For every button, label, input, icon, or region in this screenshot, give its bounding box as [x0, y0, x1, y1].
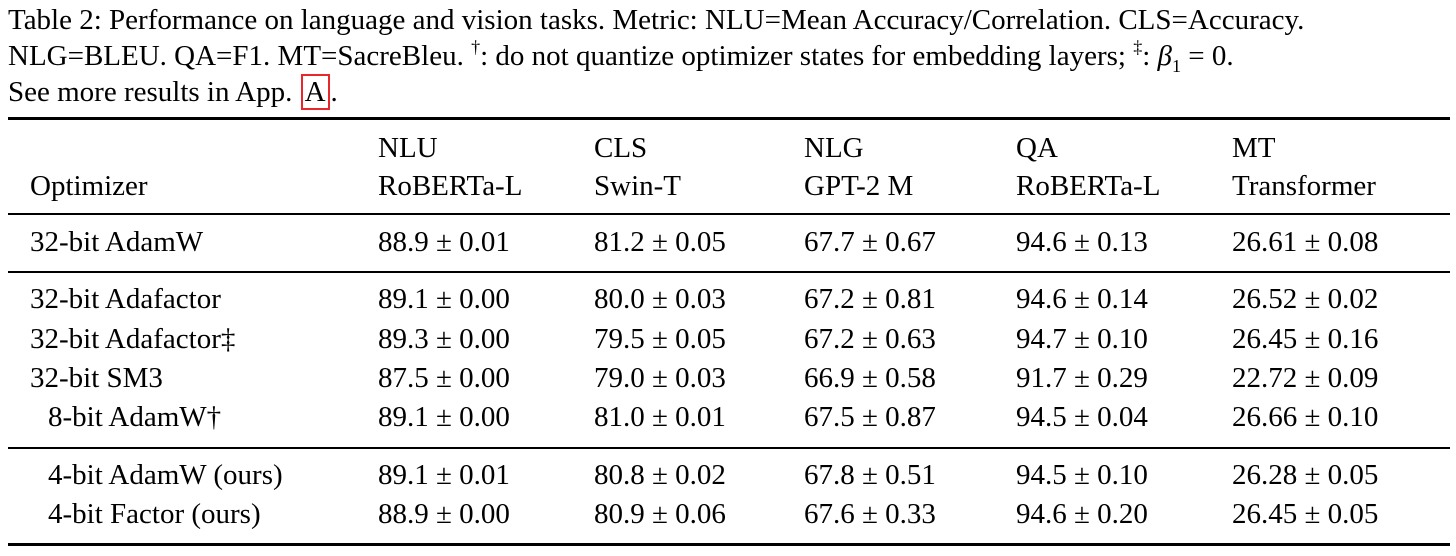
header-task-qa: QA — [1016, 132, 1058, 164]
cell-nlu: 89.1 ± 0.01 — [378, 459, 510, 491]
cell-cls: 81.2 ± 0.05 — [594, 226, 726, 258]
header-task-cls: CLS — [594, 132, 648, 164]
cell-nlu: 87.5 ± 0.00 — [378, 362, 510, 394]
cell-cls: 79.0 ± 0.03 — [594, 362, 726, 394]
table-label: Table 2: — [8, 4, 102, 36]
cell-qa: 91.7 ± 0.29 — [1016, 362, 1148, 394]
header-task-mt: MT — [1232, 132, 1276, 164]
caption-text-2b: : do not quantize optimizer states for e… — [480, 40, 1134, 72]
cell-cls: 80.8 ± 0.02 — [594, 459, 726, 491]
dagger-mark: † — [471, 37, 481, 57]
caption-text-3a: See more results in App. — [8, 76, 300, 108]
cell-mt: 26.52 ± 0.02 — [1232, 283, 1379, 315]
group-rule-2 — [8, 447, 1450, 449]
header-model-mt: Transformer — [1232, 170, 1376, 202]
cell-qa: 94.5 ± 0.10 — [1016, 459, 1148, 491]
cell-nlu: 88.9 ± 0.00 — [378, 498, 510, 530]
cell-cls: 79.5 ± 0.05 — [594, 323, 726, 355]
cell-mt: 26.66 ± 0.10 — [1232, 401, 1379, 433]
cell-nlg: 67.2 ± 0.81 — [804, 283, 936, 315]
cell-mt: 26.61 ± 0.08 — [1232, 226, 1379, 258]
bottom-rule — [8, 543, 1450, 546]
cell-nlu: 88.9 ± 0.01 — [378, 226, 510, 258]
row-optimizer-name: 32-bit AdamW — [30, 226, 204, 258]
caption-text-2a: NLG=BLEU. QA=F1. MT=SacreBleu. — [8, 40, 472, 72]
cell-nlu: 89.3 ± 0.00 — [378, 323, 510, 355]
caption-text-2c: : — [1142, 40, 1158, 72]
cell-qa: 94.6 ± 0.20 — [1016, 498, 1148, 530]
header-model-qa: RoBERTa-L — [1016, 170, 1161, 202]
cell-mt: 26.45 ± 0.16 — [1232, 323, 1379, 355]
cell-nlu: 89.1 ± 0.00 — [378, 401, 510, 433]
caption-text-3b: . — [330, 76, 338, 108]
caption-text-2d: = 0. — [1180, 40, 1234, 72]
row-optimizer-name: 32-bit SM3 — [30, 362, 163, 394]
header-rule — [8, 213, 1450, 215]
cell-nlu: 89.1 ± 0.00 — [378, 283, 510, 315]
row-optimizer-name: 32-bit Adafactor — [30, 283, 221, 315]
header-task-nlu: NLU — [378, 132, 438, 164]
cell-nlg: 67.8 ± 0.51 — [804, 459, 936, 491]
cell-nlg: 66.9 ± 0.58 — [804, 362, 936, 394]
cell-cls: 80.0 ± 0.03 — [594, 283, 726, 315]
appendix-link[interactable]: A — [300, 74, 330, 110]
header-model-cls: Swin-T — [594, 170, 681, 202]
cell-nlg: 67.2 ± 0.63 — [804, 323, 936, 355]
header-model-nlu: RoBERTa-L — [378, 170, 523, 202]
cell-cls: 81.0 ± 0.01 — [594, 401, 726, 433]
row-optimizer-name: 4-bit AdamW (ours) — [48, 459, 283, 491]
caption-text-1: Performance on language and vision tasks… — [101, 4, 1305, 36]
ddagger-mark: ‡ — [1133, 37, 1143, 57]
beta-symbol: β — [1157, 40, 1172, 72]
cell-qa: 94.7 ± 0.10 — [1016, 323, 1148, 355]
header-task-nlg: NLG — [804, 132, 864, 164]
cell-qa: 94.6 ± 0.13 — [1016, 226, 1148, 258]
cell-nlg: 67.6 ± 0.33 — [804, 498, 936, 530]
cell-mt: 22.72 ± 0.09 — [1232, 362, 1379, 394]
header-optimizer: Optimizer — [30, 170, 148, 202]
caption-line-1: Table 2: Performance on language and vis… — [8, 2, 1454, 38]
cell-cls: 80.9 ± 0.06 — [594, 498, 726, 530]
caption-line-2: NLG=BLEU. QA=F1. MT=SacreBleu. †: do not… — [8, 37, 1454, 76]
top-rule — [8, 117, 1450, 120]
header-model-nlg: GPT-2 M — [804, 170, 914, 202]
table-caption: Table 2: Performance on language and vis… — [8, 2, 1454, 110]
cell-mt: 26.28 ± 0.05 — [1232, 459, 1379, 491]
group-rule-1 — [8, 271, 1450, 273]
caption-line-3: See more results in App. A. — [8, 74, 1454, 110]
cell-mt: 26.45 ± 0.05 — [1232, 498, 1379, 530]
row-optimizer-name: 4-bit Factor (ours) — [48, 498, 261, 530]
beta-subscript: 1 — [1171, 55, 1181, 76]
cell-nlg: 67.5 ± 0.87 — [804, 401, 936, 433]
row-optimizer-name: 32-bit Adafactor‡ — [30, 323, 236, 355]
cell-nlg: 67.7 ± 0.67 — [804, 226, 936, 258]
cell-qa: 94.6 ± 0.14 — [1016, 283, 1148, 315]
row-optimizer-name: 8-bit AdamW† — [48, 401, 222, 433]
cell-qa: 94.5 ± 0.04 — [1016, 401, 1148, 433]
